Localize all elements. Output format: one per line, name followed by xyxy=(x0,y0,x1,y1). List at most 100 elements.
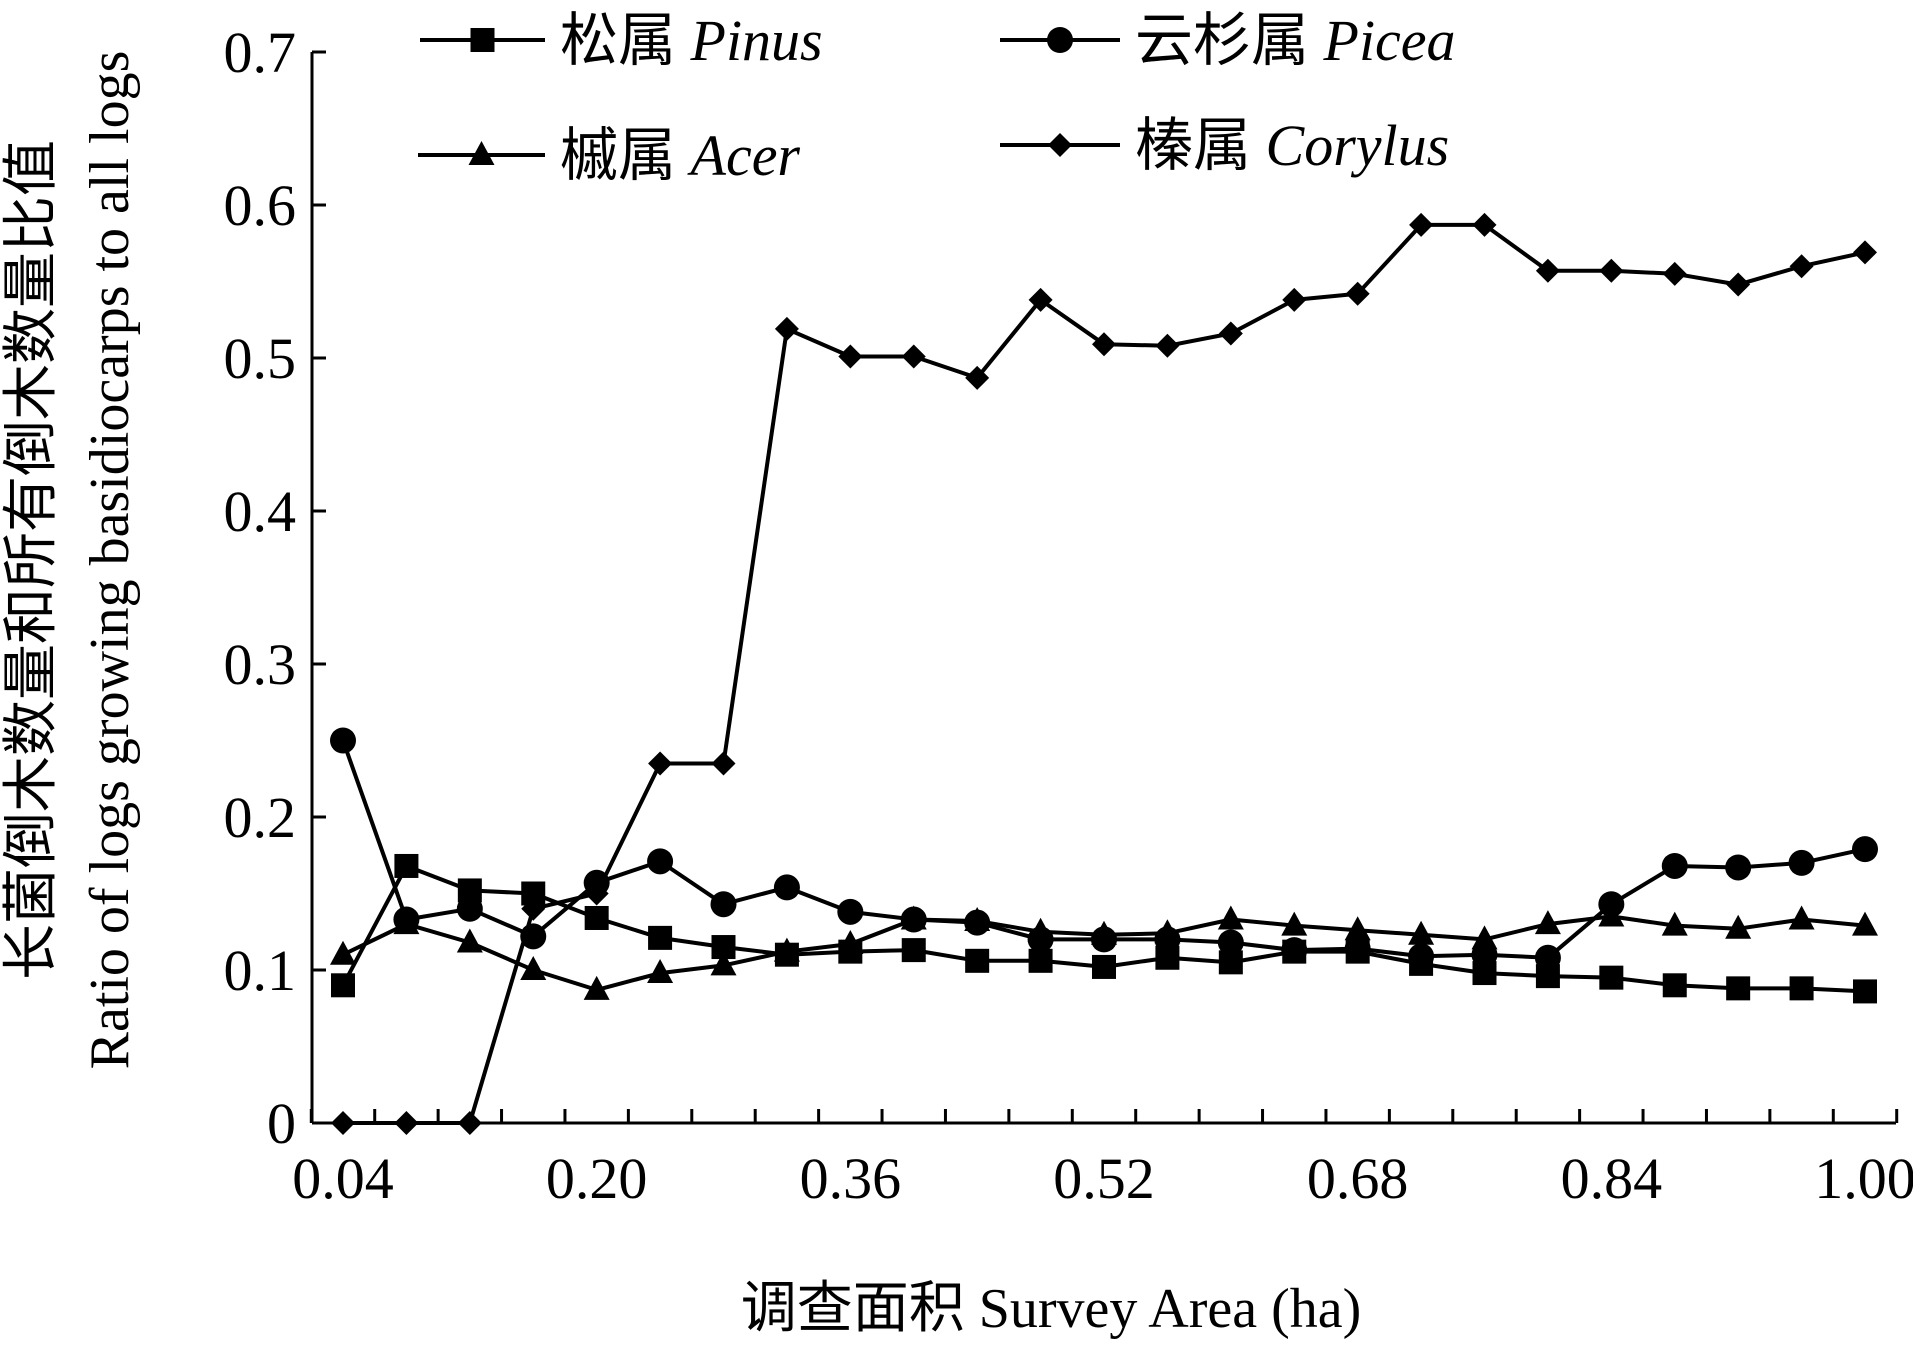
data-point-pinus xyxy=(648,925,673,950)
data-point-corylus xyxy=(457,1111,482,1135)
legend-marker xyxy=(1047,27,1073,53)
data-point-picea xyxy=(1281,937,1308,964)
legend-item-acer: 槭属 Acer xyxy=(418,123,800,188)
data-point-acer xyxy=(1154,919,1181,944)
legend-label: 槭属 Acer xyxy=(560,123,800,188)
data-point-corylus xyxy=(1853,240,1877,265)
data-point-acer xyxy=(773,937,800,962)
data-point-pinus xyxy=(1853,979,1877,1004)
data-point-acer xyxy=(1534,910,1561,935)
data-point-acer xyxy=(1471,925,1498,950)
data-point-acer xyxy=(583,975,610,1000)
data-point-corylus xyxy=(901,344,926,369)
legend-marker xyxy=(1048,133,1072,157)
data-point-corylus xyxy=(521,896,546,921)
x-tick-label: 0.52 xyxy=(1053,1146,1155,1211)
data-point-picea xyxy=(1725,854,1752,881)
data-point-picea xyxy=(1661,852,1688,879)
data-point-acer xyxy=(1598,902,1625,927)
data-point-pinus xyxy=(584,905,609,930)
data-point-pinus xyxy=(331,973,355,998)
data-point-corylus xyxy=(838,344,863,369)
data-point-acer xyxy=(837,929,864,954)
y-tick-label: 0.7 xyxy=(224,20,297,85)
x-tick-label: 0.68 xyxy=(1307,1146,1409,1211)
legend-item-pinus: 松属 Pinus xyxy=(420,8,823,73)
data-point-acer xyxy=(456,928,483,953)
data-point-corylus xyxy=(1535,258,1560,283)
y-tick-label: 0.2 xyxy=(224,785,297,850)
data-point-picea xyxy=(710,891,737,918)
data-point-picea xyxy=(1217,929,1244,956)
data-point-acer xyxy=(520,956,547,980)
data-point-picea xyxy=(1344,935,1371,962)
x-tick-label: 0.20 xyxy=(546,1146,648,1211)
data-point-picea xyxy=(1788,849,1815,876)
legend-label: 榛属 Corylus xyxy=(1135,113,1449,178)
data-point-corylus xyxy=(1409,212,1434,237)
data-point-picea xyxy=(1852,836,1878,863)
plot-area: 0.04 0.20 0.36 0.52 0.68 0.84 1.00 00.10.20.30… xyxy=(224,20,1913,1211)
data-point-acer xyxy=(1661,911,1688,936)
y-tick-label: 0 xyxy=(267,1091,296,1156)
data-point-acer xyxy=(900,905,927,930)
data-point-acer xyxy=(1725,914,1752,939)
y-tick-label: 0.3 xyxy=(224,632,297,697)
data-point-acer xyxy=(1344,916,1371,941)
y-axis-title-en: Ratio of logs growing basidiocarps to al… xyxy=(79,51,141,1070)
data-point-acer xyxy=(1788,905,1815,930)
legend-label: 云杉属 Picea xyxy=(1135,8,1456,73)
data-point-pinus xyxy=(965,948,990,973)
x-tick-labels: 0.04 0.20 0.36 0.52 0.68 0.84 1.00 xyxy=(292,1146,1913,1211)
data-point-pinus xyxy=(1726,976,1751,1001)
legend-marker xyxy=(470,28,495,52)
data-point-corylus xyxy=(1155,333,1180,358)
legend-label: 松属 Pinus xyxy=(560,8,823,73)
data-point-corylus xyxy=(1789,254,1814,279)
y-tick-label: 0.1 xyxy=(224,938,297,1003)
data-point-acer xyxy=(1217,905,1244,930)
data-point-picea xyxy=(456,895,483,922)
x-tick-label: 1.00 xyxy=(1814,1146,1913,1211)
series-line-corylus xyxy=(343,222,1866,1125)
data-point-pinus xyxy=(1662,973,1687,998)
data-point-pinus xyxy=(1599,965,1624,990)
y-axis-title: 长菌倒木数量和所有倒木数量比值 Ratio of logs growing ba… xyxy=(1,51,141,1070)
data-point-picea xyxy=(837,898,864,925)
data-point-corylus xyxy=(965,365,990,390)
data-point-pinus xyxy=(1092,954,1116,979)
series-markers xyxy=(330,212,1878,1135)
data-point-pinus xyxy=(901,938,926,963)
data-point-picea xyxy=(520,923,547,950)
data-point-corylus xyxy=(584,881,609,906)
data-point-acer xyxy=(1408,920,1435,945)
data-point-acer xyxy=(710,951,737,976)
data-point-corylus xyxy=(711,751,736,776)
data-point-corylus xyxy=(1662,261,1687,286)
data-point-corylus xyxy=(331,1111,355,1135)
data-point-corylus xyxy=(648,751,673,776)
data-point-pinus xyxy=(1789,976,1814,1001)
axis-ticks xyxy=(309,50,1899,1125)
data-point-picea xyxy=(647,848,674,875)
y-tick-label: 0.5 xyxy=(224,326,297,391)
data-point-corylus xyxy=(774,316,799,341)
data-point-corylus xyxy=(1726,272,1751,297)
data-point-corylus xyxy=(1218,321,1243,346)
data-point-corylus xyxy=(1028,287,1053,312)
legend-marker xyxy=(468,141,495,165)
data-point-acer xyxy=(1027,917,1054,942)
data-point-corylus xyxy=(1282,287,1307,312)
x-axis-title: 调查面积 Survey Area (ha) xyxy=(741,1278,1362,1340)
data-point-acer xyxy=(1091,920,1117,945)
data-point-acer xyxy=(393,910,420,935)
data-point-picea xyxy=(773,874,800,901)
data-point-acer xyxy=(647,959,674,984)
legend: 松属 Pinus 云杉属 Picea 槭属 Acer 榛属 Corylus xyxy=(418,8,1456,188)
y-tick-label: 0.6 xyxy=(224,173,297,238)
x-tick-label: 0.04 xyxy=(292,1146,394,1211)
data-point-corylus xyxy=(1345,281,1370,306)
data-point-corylus xyxy=(1599,258,1624,283)
y-tick-labels: 0 0.1 0.2 0.3 0.4 0.5 0.6 0.7 xyxy=(224,20,297,1156)
